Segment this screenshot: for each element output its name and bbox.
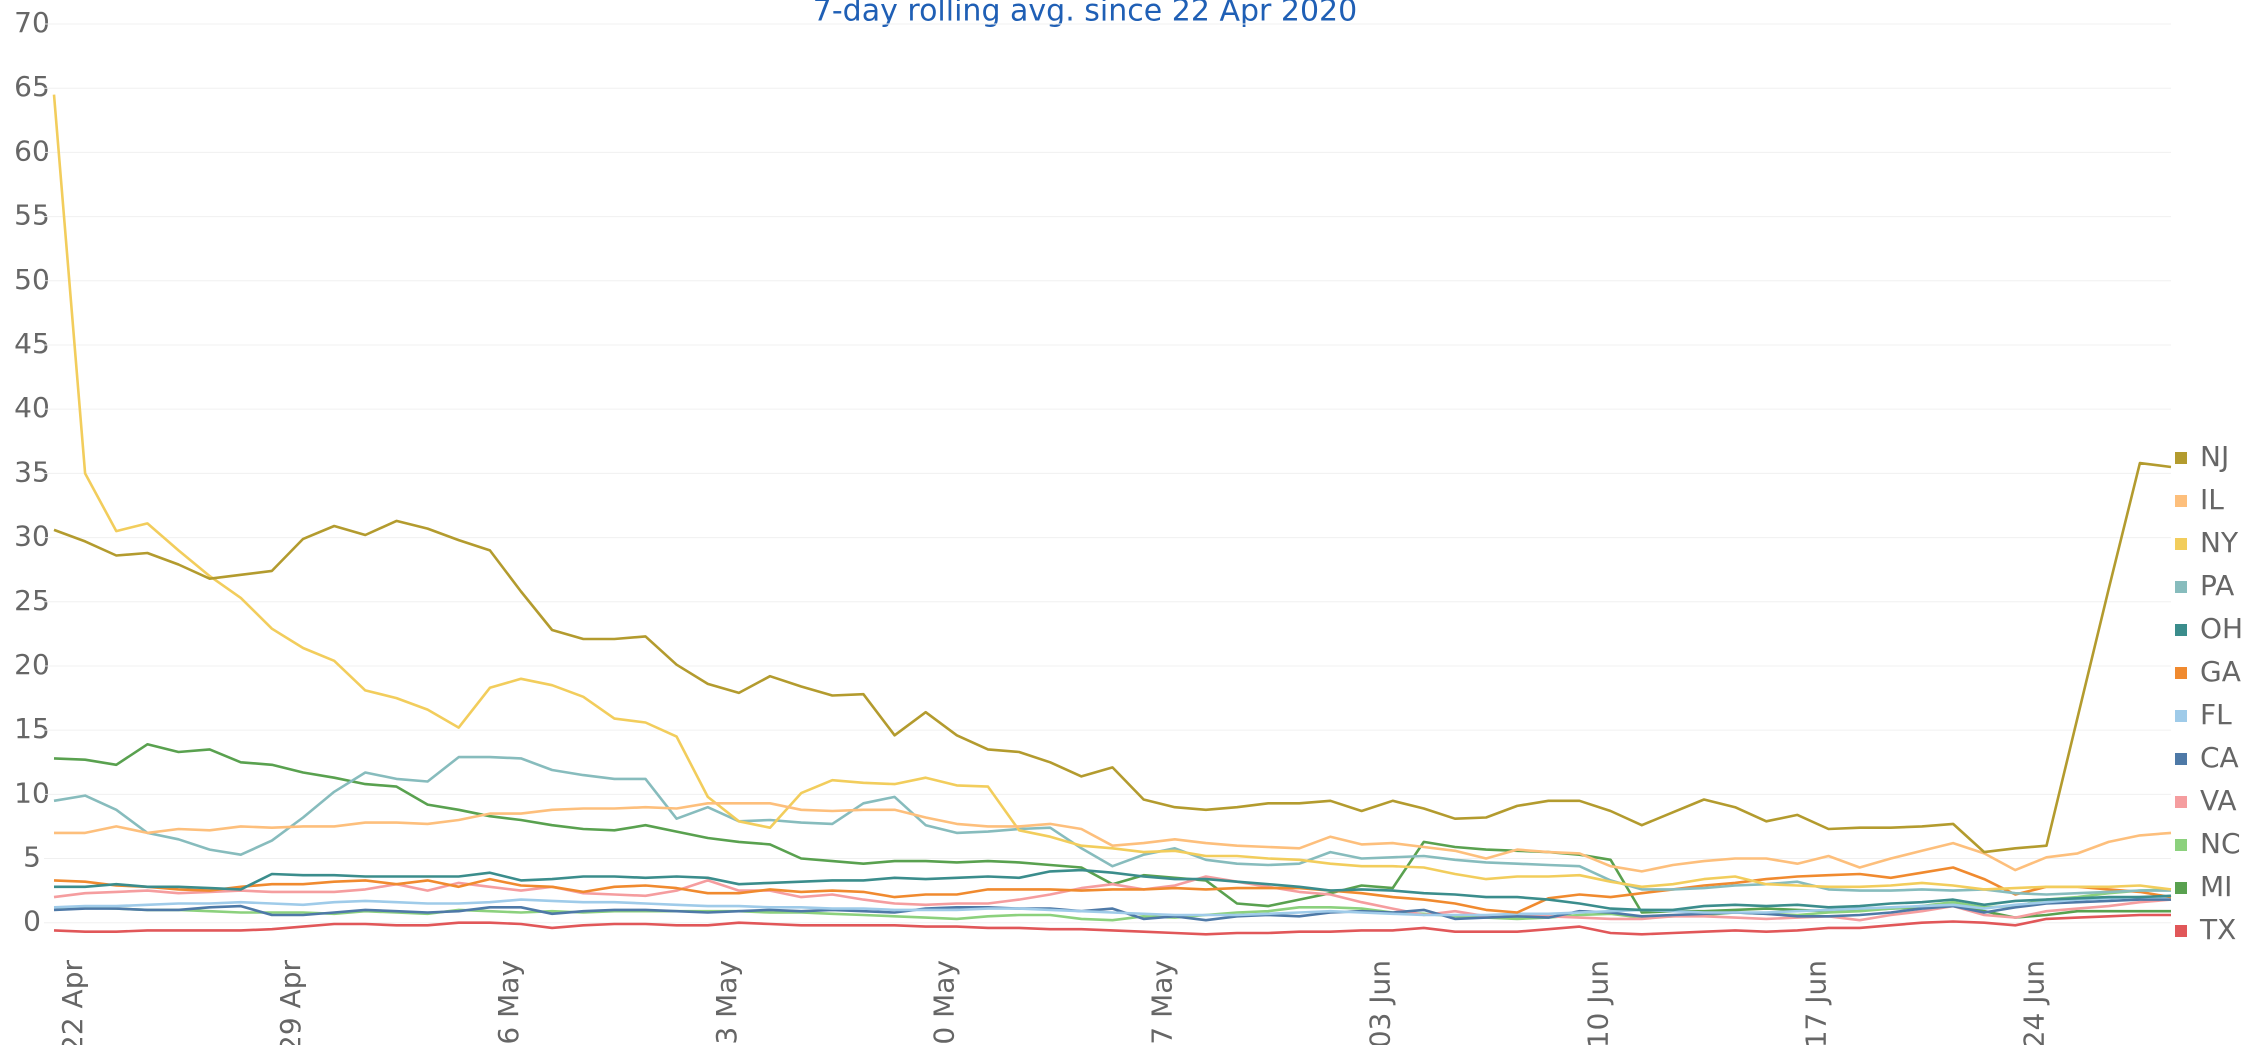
legend-label: PA — [2200, 569, 2234, 602]
legend-swatch — [2175, 495, 2187, 507]
x-tick-label: 17 Jun — [1799, 960, 1832, 1045]
x-tick-label: 20 May — [928, 960, 961, 1045]
legend-swatch — [2175, 796, 2187, 808]
legend-swatch — [2175, 753, 2187, 765]
y-tick-label: 15 — [14, 712, 50, 745]
y-tick-label: 70 — [14, 6, 50, 39]
y-tick-label: 0 — [23, 905, 41, 938]
y-tick-label: 60 — [14, 134, 50, 167]
legend-label: TX — [2199, 913, 2236, 946]
legend-label: FL — [2200, 698, 2232, 731]
legend-label: MI — [2200, 870, 2232, 903]
legend-label: CA — [2200, 741, 2239, 774]
x-tick-label: 27 May — [1146, 960, 1179, 1045]
series-line — [54, 802, 2172, 873]
x-tick-label: 24 Jun — [2017, 960, 2050, 1045]
y-tick-label: 25 — [14, 584, 50, 617]
legend-swatch — [2175, 624, 2187, 636]
legend-label: VA — [2200, 784, 2237, 817]
y-tick-label: 65 — [14, 70, 50, 103]
y-tick-label: 55 — [14, 199, 50, 232]
legend-label: NY — [2200, 526, 2239, 559]
legend-label: OH — [2200, 612, 2243, 645]
series-line — [53, 898, 2171, 922]
x-tick-label: 06 May — [492, 960, 525, 1045]
legend-label: NJ — [2200, 440, 2229, 473]
legend-label: IL — [2200, 483, 2224, 516]
legend-swatch — [2175, 667, 2187, 679]
y-tick-label: 40 — [14, 391, 50, 424]
x-tick-label: 03 Jun — [1364, 960, 1397, 1045]
legend-label: NC — [2200, 827, 2241, 860]
series-line — [52, 94, 2172, 891]
legend-swatch — [2175, 452, 2187, 464]
series-line — [53, 866, 2172, 914]
x-tick-label: 10 Jun — [1581, 960, 1614, 1045]
legend-swatch — [2175, 925, 2187, 937]
legend-swatch — [2175, 538, 2187, 550]
legend-swatch — [2175, 581, 2187, 593]
legend-swatch — [2175, 710, 2187, 722]
y-tick-label: 50 — [14, 263, 50, 296]
x-tick-label: 22 Apr — [56, 960, 89, 1045]
x-tick-label: 29 Apr — [274, 960, 307, 1045]
y-tick-label: 45 — [14, 327, 50, 360]
legend-swatch — [2175, 882, 2187, 894]
series-line — [53, 461, 2172, 854]
y-tick-label: 30 — [14, 520, 50, 553]
y-tick-label: 5 — [23, 841, 41, 874]
y-tick-label: 35 — [14, 455, 50, 488]
legend-swatch — [2175, 839, 2187, 851]
legend-label: GA — [2200, 655, 2241, 688]
x-tick-label: 13 May — [710, 960, 743, 1045]
series-line — [54, 868, 2172, 912]
y-tick-label: 20 — [14, 648, 50, 681]
series-line — [53, 895, 2171, 917]
y-tick-label: 10 — [14, 776, 50, 809]
series-line — [53, 913, 2171, 936]
